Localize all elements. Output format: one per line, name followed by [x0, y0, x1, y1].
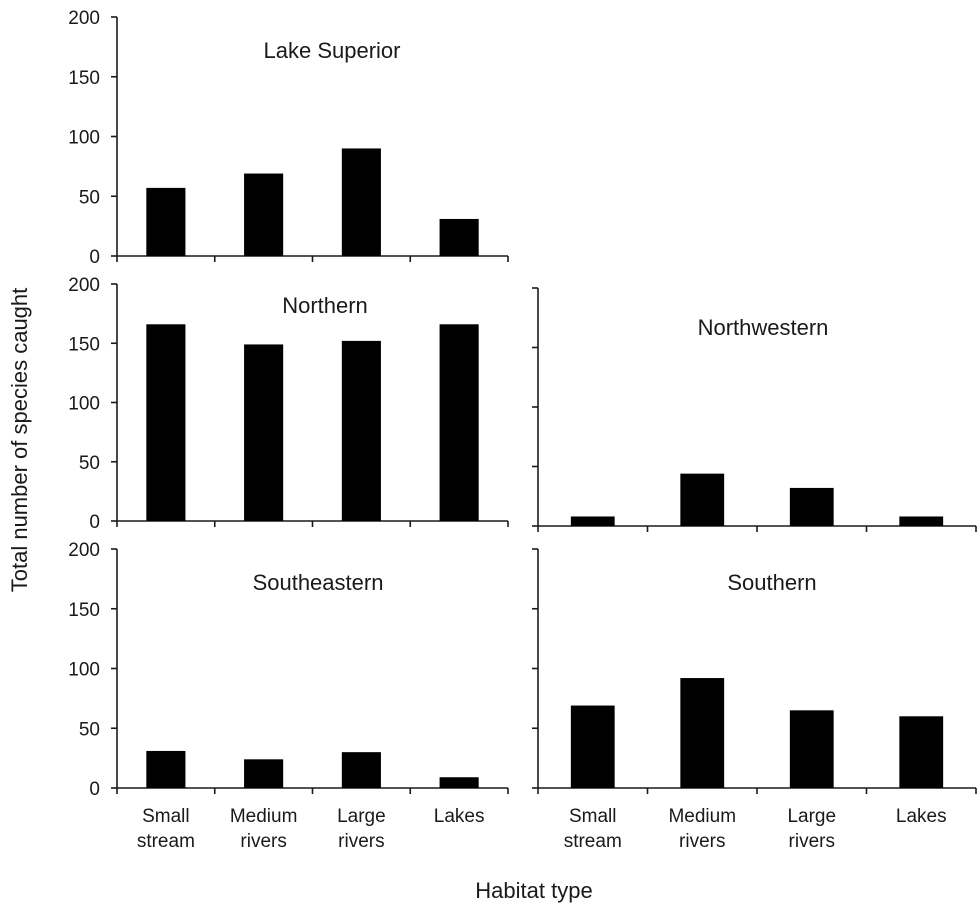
- bar-small-stream: [146, 187, 186, 256]
- panel-title: Northern: [282, 293, 368, 318]
- panel-northern: 0 50 100 150 200 Northern: [68, 275, 509, 533]
- panel-northwestern: Northwestern: [532, 287, 977, 532]
- y-tick-label: 100: [68, 394, 100, 415]
- panel-title: Southern: [727, 570, 816, 595]
- x-category-label: Small stream: [137, 806, 195, 852]
- bar-medium-rivers: [680, 473, 725, 526]
- y-tick-label: 50: [79, 719, 100, 740]
- bar-lakes: [439, 777, 479, 788]
- y-tick-label: 0: [89, 779, 100, 800]
- bar-small-stream: [146, 750, 186, 788]
- bar-medium-rivers: [244, 173, 284, 256]
- x-category-label: Medium rivers: [668, 806, 736, 852]
- x-category-label: Medium rivers: [230, 806, 298, 852]
- bar-large-rivers: [341, 148, 381, 256]
- panel-title: Southeastern: [253, 570, 384, 595]
- bar-large-rivers: [341, 752, 381, 788]
- x-category-label: Small stream: [564, 806, 622, 852]
- x-category-label: Large rivers: [337, 806, 386, 852]
- bar-large-rivers: [789, 710, 834, 788]
- y-tick-label: 100: [68, 128, 100, 149]
- bar-large-rivers: [341, 340, 381, 521]
- bar-small-stream: [570, 705, 615, 788]
- y-tick-label: 50: [79, 187, 100, 208]
- panel-title: Northwestern: [698, 315, 829, 340]
- y-tick-label: 150: [68, 334, 100, 355]
- bar-small-stream: [570, 516, 615, 526]
- bar-large-rivers: [789, 487, 834, 526]
- y-tick-label: 0: [89, 247, 100, 268]
- x-category-label: Lakes: [896, 806, 947, 827]
- bar-lakes: [439, 218, 479, 256]
- x-category-label: Lakes: [434, 806, 485, 827]
- bar-medium-rivers: [680, 678, 725, 788]
- bar-small-stream: [146, 324, 186, 521]
- x-axis-title: Habitat type: [475, 878, 592, 903]
- y-tick-label: 150: [68, 68, 100, 89]
- panels-group: 0 50 100 150 200 Lake Superior 0 50 100 150 200 Nor…: [68, 8, 977, 852]
- y-tick-label: 200: [68, 275, 100, 296]
- y-tick-label: 200: [68, 540, 100, 561]
- y-tick-label: 0: [89, 512, 100, 533]
- bar-lakes: [899, 716, 944, 788]
- bar-medium-rivers: [244, 759, 284, 788]
- x-category-label: Large rivers: [787, 806, 836, 852]
- y-tick-label: 100: [68, 660, 100, 681]
- bar-lakes: [439, 324, 479, 521]
- y-tick-label: 50: [79, 453, 100, 474]
- panel-southeastern: 0 50 100 150 200 Small stream Medium rivers Large…: [68, 540, 509, 852]
- y-axis-title: Total number of species caught: [7, 288, 32, 593]
- panel-lake-superior: 0 50 100 150 200 Lake Superior: [68, 8, 509, 268]
- y-tick-label: 150: [68, 600, 100, 621]
- panel-title: Lake Superior: [264, 38, 401, 63]
- bar-lakes: [899, 516, 944, 526]
- panel-southern: Small stream Medium rivers Large rivers Lakes S…: [532, 548, 977, 852]
- y-tick-label: 200: [68, 8, 100, 29]
- bar-medium-rivers: [244, 344, 284, 521]
